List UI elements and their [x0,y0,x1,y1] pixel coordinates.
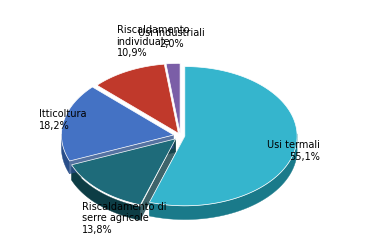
Polygon shape [150,67,297,206]
Polygon shape [72,139,176,180]
Text: Riscaldamento di
serre agricole
13,8%: Riscaldamento di serre agricole 13,8% [82,201,167,234]
Polygon shape [150,134,297,220]
Text: Usi termali
55,1%: Usi termali 55,1% [267,139,320,161]
Polygon shape [166,64,180,134]
Text: Riscaldamento
individuale
10,9%: Riscaldamento individuale 10,9% [116,25,189,58]
Polygon shape [72,139,176,205]
Text: Itticoltura
18,2%: Itticoltura 18,2% [39,109,87,130]
Polygon shape [61,134,70,174]
Polygon shape [150,137,185,216]
Polygon shape [97,65,178,134]
Text: Usi industriali
2,0%: Usi industriali 2,0% [138,28,205,49]
Polygon shape [140,139,176,220]
Polygon shape [72,167,140,220]
Polygon shape [61,88,174,161]
Polygon shape [70,136,174,174]
